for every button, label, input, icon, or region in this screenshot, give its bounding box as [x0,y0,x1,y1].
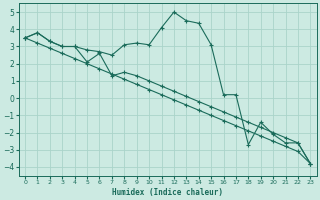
X-axis label: Humidex (Indice chaleur): Humidex (Indice chaleur) [112,188,223,197]
